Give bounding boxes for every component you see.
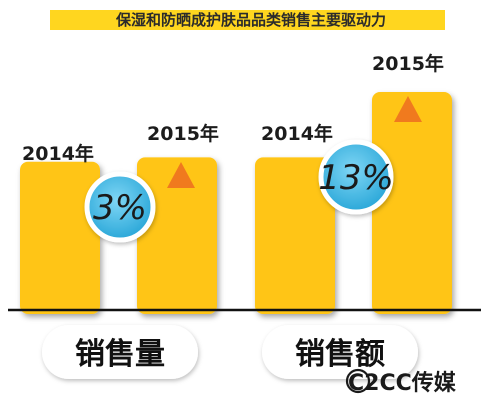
watermark-ring <box>345 368 371 394</box>
category-labels: 销售量 销售额 <box>42 325 418 379</box>
growth-bubbles: 3% 13% <box>84 139 394 243</box>
category-pill <box>42 325 198 379</box>
watermark: C2CC传媒 <box>345 368 457 396</box>
category-label: 销售量 <box>75 337 165 372</box>
growth-value: 13% <box>318 158 394 198</box>
bar-value-2015 <box>372 92 452 314</box>
title-band <box>50 10 445 30</box>
growth-bubble <box>318 139 394 215</box>
watermark-text: C2CC传媒 <box>348 370 457 396</box>
year-label: 2014年 <box>261 122 333 145</box>
chart-title: 保湿和防晒成护肤品品类销售主要驱动力 <box>115 11 386 29</box>
category-pill <box>262 325 418 379</box>
growth-value: 3% <box>93 188 147 228</box>
bars-layer <box>20 92 452 314</box>
bar-volume-2014 <box>20 161 100 314</box>
bar-volume-2015 <box>137 157 217 314</box>
growth-bubble <box>84 171 156 243</box>
growth-arrow-icon <box>394 96 422 122</box>
year-label: 2015年 <box>372 52 444 75</box>
year-label: 2015年 <box>147 122 219 145</box>
growth-arrow-icon <box>167 162 195 188</box>
year-label: 2014年 <box>22 142 94 165</box>
bar-value-2014 <box>255 157 335 314</box>
year-labels: 2014年 2015年 2014年 2015年 <box>22 52 444 165</box>
category-label: 销售额 <box>295 337 385 372</box>
